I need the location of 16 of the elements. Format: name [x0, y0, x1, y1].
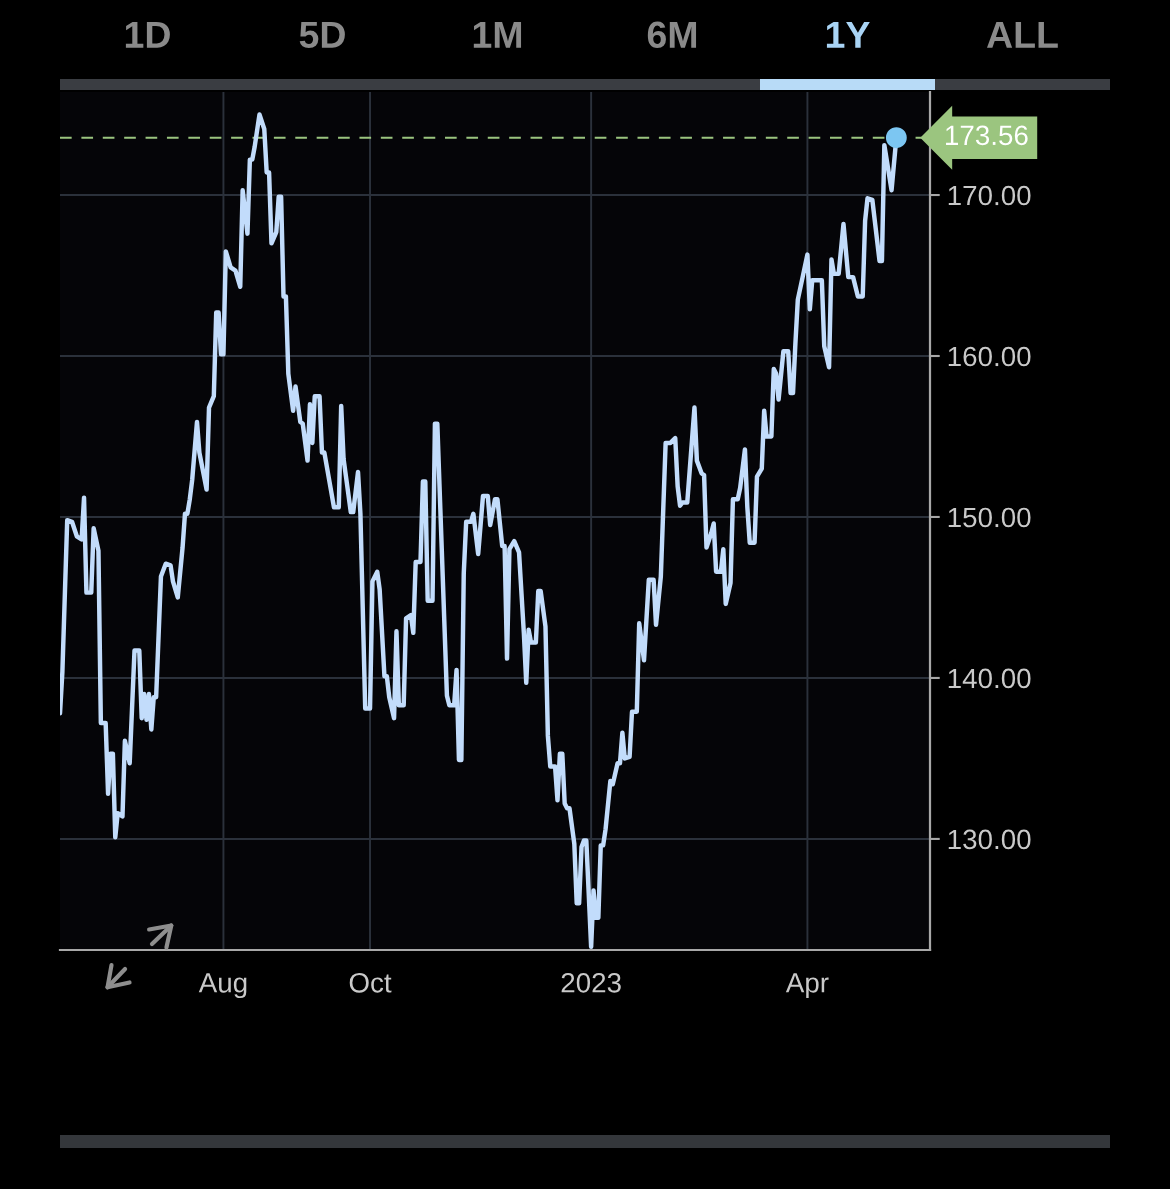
x-tick-label: Aug: [198, 973, 247, 999]
x-tick-label: 2023: [561, 972, 621, 993]
text: 6M: [647, 21, 697, 49]
text: ALL: [986, 21, 1058, 48]
text: 5D: [299, 21, 345, 49]
x-tick-label: Apr: [785, 973, 829, 999]
y-tick-label: 140.00: [948, 668, 1031, 689]
y-tick-label: 130.00: [948, 829, 1031, 850]
y-tick-label: 150.00: [948, 507, 1031, 528]
text: 1M: [473, 21, 522, 48]
text: 1D: [125, 21, 170, 48]
y-tick-label: 170.00: [948, 185, 1031, 206]
text: 1Y: [826, 21, 870, 48]
x-tick-label: Oct: [349, 972, 392, 993]
ref-line-label: 173.56: [946, 125, 1028, 146]
y-tick-label: 160.00: [948, 346, 1031, 367]
